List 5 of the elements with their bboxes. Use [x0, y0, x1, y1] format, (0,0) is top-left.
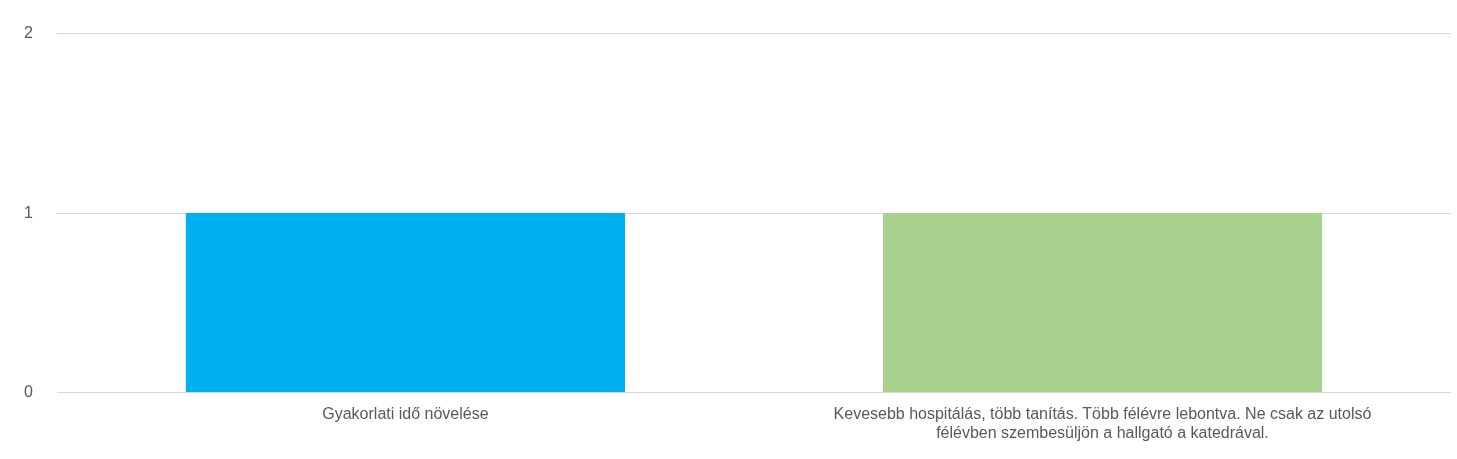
- y-tick-label: 2: [23, 24, 33, 42]
- y-tick-label: 0: [23, 383, 33, 401]
- y-tick-label: 1: [23, 203, 33, 221]
- x-tick-label: Kevesebb hospitálás, több tanítás. Több félévre lebontva. Ne csak az utolsó félévben szembesüljön a hallgató a katedrával.: [833, 404, 1372, 441]
- x-tick-label: Gyakorlati idő növelése: [322, 404, 489, 422]
